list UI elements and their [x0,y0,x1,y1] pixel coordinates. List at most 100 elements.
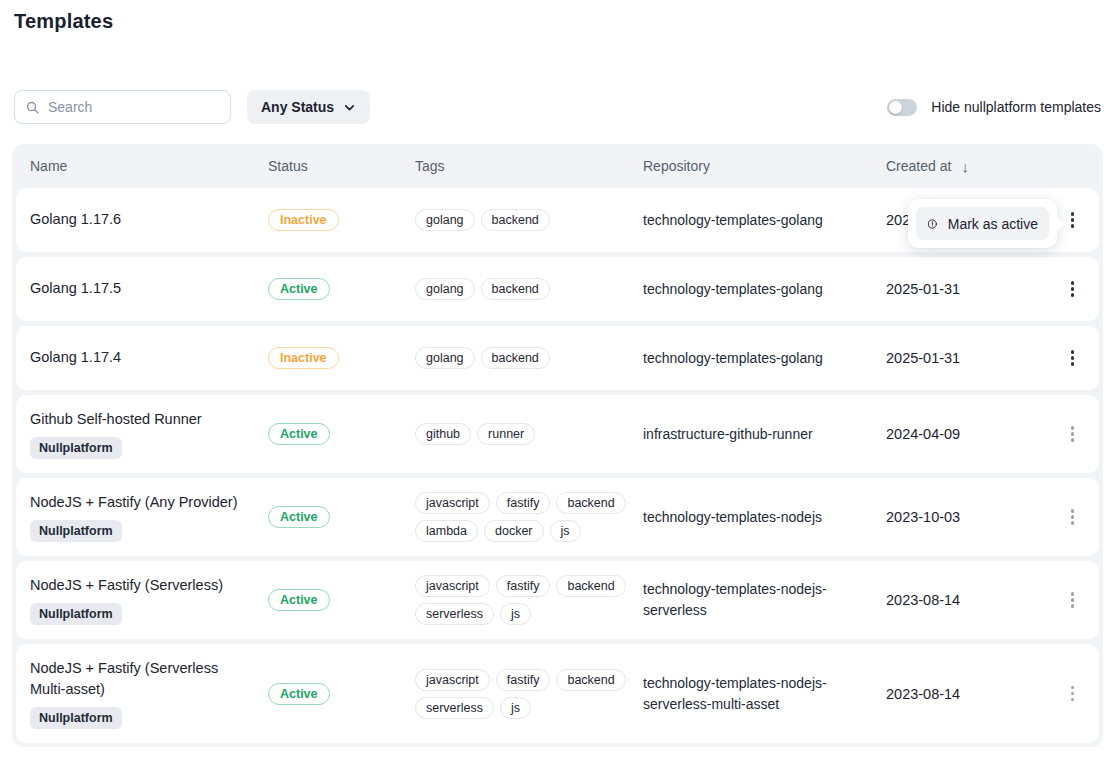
created-at: 2024-04-09 [886,426,1046,442]
created-at: 2023-08-14 [886,592,1046,608]
status-badge: Active [268,589,330,611]
toggle-group: Hide nullplatform templates [887,99,1101,116]
row-menu-button[interactable] [1065,275,1081,303]
hide-templates-toggle[interactable] [887,99,917,116]
toggle-knob [889,101,902,114]
table-row: NodeJS + Fastify (Any Provider) Nullplat… [16,478,1099,556]
page-title: Templates [14,10,113,33]
template-name: Golang 1.17.6 [30,209,268,230]
status-badge: Active [268,683,330,705]
row-menu-button[interactable] [1065,420,1081,448]
tag-chip: js [500,603,531,625]
row-menu-button[interactable] [1065,586,1081,614]
repository: technology-templates-golang [643,210,886,231]
tag-chip: backend [556,575,625,597]
tags-list: javascriptfastifybackendserverlessjs [415,575,627,625]
tag-chip: javascript [415,492,490,514]
tag-chip: javascript [415,669,490,691]
row-menu-button[interactable] [1065,503,1081,531]
status-badge: Active [268,506,330,528]
templates-table: Name Status Tags Repository Created at↓ … [12,144,1103,747]
tag-chip: backend [481,347,550,369]
menu-item-label: Mark as active [948,216,1038,232]
created-at: 2025-01-31 [886,350,1046,366]
table-row: NodeJS + Fastify (Serverless Multi-asset… [16,644,1099,743]
status-filter-dropdown[interactable]: Any Status [247,90,370,124]
tags-list: javascript fastifybackend lambda docker js [415,492,627,542]
table-row: Github Self-hosted Runner Nullplatform A… [16,395,1099,473]
tag-chip: fastify [496,575,551,597]
search-icon [25,100,40,115]
menu-item-mark-as-active[interactable]: Mark as active [916,207,1049,240]
template-name: NodeJS + Fastify (Any Provider) [30,492,268,513]
tag-chip: backend [556,669,625,691]
created-at: 2023-08-14 [886,686,1046,702]
nullplatform-badge: Nullplatform [30,707,122,729]
chevron-down-icon [343,101,356,114]
tags-list: golang backend [415,278,627,300]
tags-list: golang backend [415,347,627,369]
tag-chip: serverless [415,697,494,719]
template-name: NodeJS + Fastify (Serverless Multi-asset… [30,658,268,700]
template-name: Github Self-hosted Runner [30,409,268,430]
table-header: Name Status Tags Repository Created at↓ [12,144,1103,188]
tags-list: golang backend [415,209,627,231]
status-badge: Active [268,423,330,445]
tag-chip: golang [415,209,475,231]
template-name: Golang 1.17.5 [30,278,268,299]
tag-chip: js [500,697,531,719]
tag-chip: lambda [415,520,478,542]
templates-page: Templates Any Status Hide nullplatform t… [0,0,1115,769]
repository: technology-templates-nodejs-serverless-m… [643,673,886,715]
repository: technology-templates-golang [643,279,886,300]
column-header-created-at[interactable]: Created at↓ [886,158,1046,175]
status-filter-label: Any Status [261,99,334,115]
tag-chip: golang [415,278,475,300]
status-badge: Active [268,278,330,300]
arrow-down-icon: ↓ [961,158,969,175]
tag-chip: backend [481,209,550,231]
repository: infrastructure-github-runner [643,424,886,445]
row-menu-button[interactable] [1065,680,1081,708]
repository: technology-templates-nodejs-serverless [643,579,886,621]
alert-circle-icon [927,215,938,233]
tags-list: github runner [415,423,627,445]
created-at: 2025-01-31 [886,281,1046,297]
tag-chip: js [550,520,581,542]
tag-chip: docker [484,520,544,542]
tags-list: javascript fastifybackend serverless js [415,669,627,719]
nullplatform-badge: Nullplatform [30,520,122,542]
table-row: Golang 1.17.4 Inactive golang backend tec… [16,326,1099,390]
column-header-name[interactable]: Name [30,158,268,174]
repository: technology-templates-golang [643,348,886,369]
context-menu: Mark as active [908,199,1057,248]
tag-chip: fastify [496,669,551,691]
toggle-label: Hide nullplatform templates [931,99,1101,115]
status-badge: Inactive [268,347,339,369]
template-name: NodeJS + Fastify (Serverless) [30,575,268,596]
tag-chip: github [415,423,471,445]
search-box [14,90,231,124]
column-header-tags[interactable]: Tags [415,158,643,174]
row-menu-button[interactable] [1065,206,1081,234]
template-name: Golang 1.17.4 [30,347,268,368]
row-menu-button[interactable] [1065,344,1081,372]
column-header-repository[interactable]: Repository [643,158,886,174]
search-input[interactable] [48,99,220,115]
tag-chip: fastify [496,492,551,514]
tag-chip: backend [556,492,625,514]
tag-chip: golang [415,347,475,369]
nullplatform-badge: Nullplatform [30,603,122,625]
tag-chip: javascript [415,575,490,597]
table-body: Golang 1.17.6 Inactive golang backend tec… [12,188,1103,747]
table-row: NodeJS + Fastify (Serverless) Nullplatfo… [16,561,1099,639]
column-header-status[interactable]: Status [268,158,415,174]
table-row: Golang 1.17.5 Active golang backend techn… [16,257,1099,321]
created-at: 2023-10-03 [886,509,1046,525]
tag-chip: backend [481,278,550,300]
toolbar: Any Status Hide nullplatform templates [14,90,1101,124]
nullplatform-badge: Nullplatform [30,437,122,459]
repository: technology-templates-nodejs [643,507,886,528]
tag-chip: runner [477,423,535,445]
status-badge: Inactive [268,209,339,231]
